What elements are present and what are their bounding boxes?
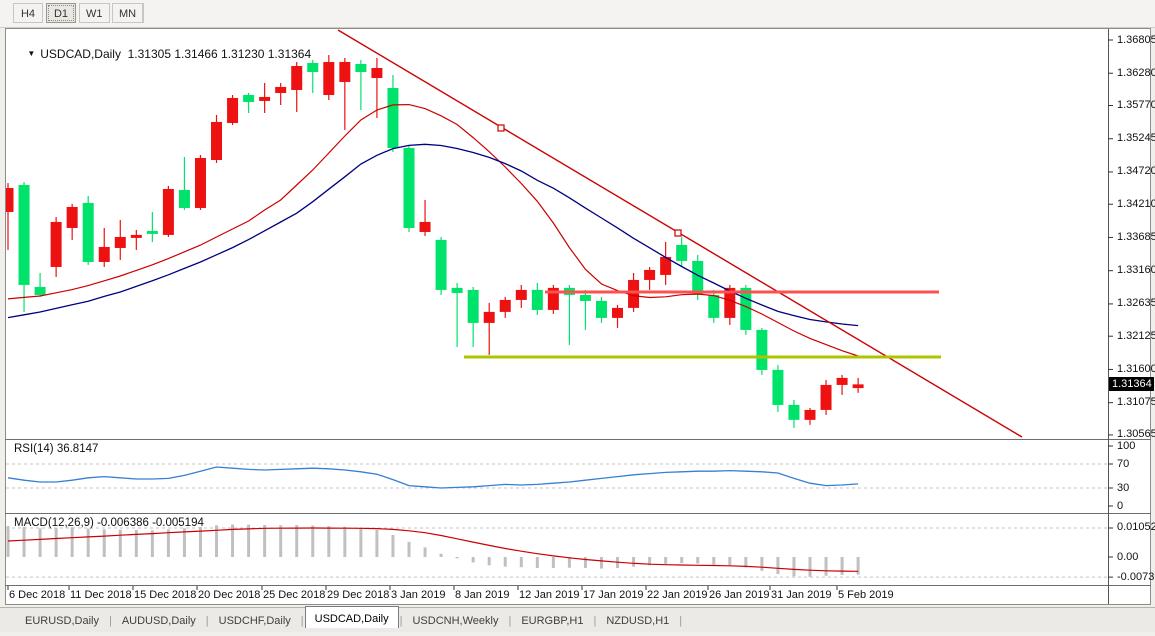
date-axis-label: 3 Jan 2019 — [391, 589, 446, 601]
tab-eurgbp-h1[interactable]: EURGBP,H1 — [521, 615, 584, 627]
price-axis-label: 1.31600 — [1117, 362, 1155, 375]
toolbar-divider — [143, 3, 144, 23]
price-axis-label: 1.36280 — [1117, 66, 1155, 79]
price-axis-label: 1.34210 — [1117, 197, 1155, 210]
timeframe-button-mn[interactable]: MN — [112, 3, 144, 23]
price-axis-label: 1.31075 — [1117, 396, 1155, 409]
timeframe-button-d1[interactable]: D1 — [46, 3, 76, 23]
timeframe-button-h4[interactable]: H4 — [13, 3, 43, 23]
date-axis-label: 15 Dec 2018 — [134, 589, 197, 601]
chart-title: ▼ USDCAD,Daily 1.31305 1.31466 1.31230 1.… — [14, 33, 311, 75]
date-axis-label: 11 Dec 2018 — [70, 589, 132, 601]
timeframe-button-w1[interactable]: W1 — [79, 3, 110, 23]
date-axis-label: 8 Jan 2019 — [455, 589, 510, 601]
date-axis-label: 26 Jan 2019 — [709, 589, 770, 601]
chevron-down-icon: ▼ — [27, 49, 36, 58]
price-axis-label: 1.34720 — [1117, 165, 1155, 178]
tab-separator: | — [108, 615, 112, 627]
rsi-axis-label: 30 — [1117, 481, 1130, 494]
chart-ohlc-values: 1.31305 1.31466 1.31230 1.31364 — [127, 47, 312, 61]
date-axis-label: 25 Dec 2018 — [263, 589, 326, 601]
rsi-axis-label: 0 — [1117, 499, 1124, 512]
price-axis[interactable] — [1109, 29, 1151, 604]
price-axis-label: 1.33685 — [1117, 230, 1155, 243]
symbol-tab-bar: EURUSD,Daily | AUDUSD,Daily | USDCHF,Daily | U… — [0, 606, 1155, 632]
price-axis-label: 1.32125 — [1117, 329, 1155, 342]
tab-separator: | — [399, 615, 403, 627]
date-axis-label: 22 Jan 2019 — [647, 589, 708, 601]
price-axis-label: 1.30565 — [1117, 428, 1155, 441]
date-axis-label: 20 Dec 2018 — [198, 589, 261, 601]
date-axis-label: 31 Jan 2019 — [771, 589, 832, 601]
tab-separator: | — [679, 615, 683, 627]
date-axis-label: 29 Dec 2018 — [327, 589, 390, 601]
tab-separator: | — [300, 615, 304, 627]
tab-usdcnh-weekly[interactable]: USDCNH,Weekly — [412, 615, 499, 627]
tab-nzdusd-h1[interactable]: NZDUSD,H1 — [606, 615, 670, 627]
rsi-axis-label: 70 — [1117, 457, 1130, 470]
tab-audusd-daily[interactable]: AUDUSD,Daily — [121, 615, 196, 627]
price-axis-label: 1.36805 — [1117, 33, 1155, 46]
symbol-tabs: EURUSD,Daily | AUDUSD,Daily | USDCHF,Daily | U… — [0, 606, 1155, 630]
tab-separator: | — [205, 615, 209, 627]
macd-axis-label: -0.0073 — [1117, 570, 1155, 583]
chart-symbol-label: USDCAD,Daily — [40, 47, 121, 61]
tab-usdchf-daily[interactable]: USDCHF,Daily — [218, 615, 291, 627]
price-axis-label: 1.35770 — [1117, 99, 1155, 111]
tab-eurusd-daily[interactable]: EURUSD,Daily — [25, 615, 99, 627]
macd-indicator-label: MACD(12,26,9) -0.006386 -0.005194 — [14, 517, 204, 529]
rsi-indicator-label: RSI(14) 36.8147 — [14, 443, 99, 455]
date-axis-label: 5 Feb 2019 — [838, 589, 894, 601]
date-axis-label: 6 Dec 2018 — [9, 589, 66, 601]
rsi-axis-label: 100 — [1117, 439, 1136, 452]
macd-axis-label: 0.010525 — [1117, 521, 1155, 534]
price-axis-label: 1.32635 — [1117, 297, 1155, 310]
current-price-badge: 1.31364 — [1109, 377, 1154, 391]
timeframe-toolbar: H4 D1 W1 MN — [0, 0, 1155, 28]
date-axis-label: 12 Jan 2019 — [519, 589, 580, 601]
tab-separator: | — [593, 615, 597, 627]
macd-axis-label: 0.00 — [1117, 550, 1139, 563]
tab-separator: | — [508, 615, 512, 627]
tab-usdcad-daily[interactable]: USDCAD,Daily — [304, 606, 399, 628]
price-axis-label: 1.33160 — [1117, 264, 1155, 277]
price-axis-label: 1.35245 — [1117, 132, 1155, 145]
date-axis-label: 17 Jan 2019 — [583, 589, 644, 601]
